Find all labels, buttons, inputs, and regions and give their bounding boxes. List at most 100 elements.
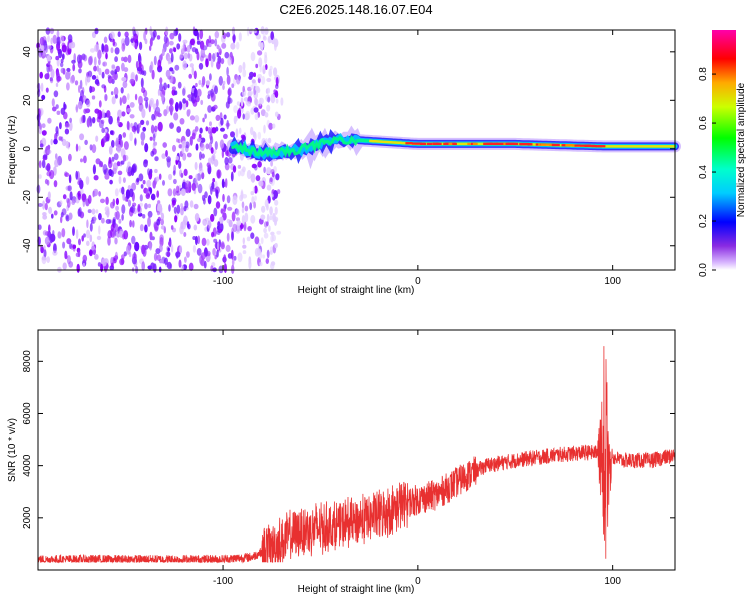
noise-blob xyxy=(69,117,72,123)
noise-blob xyxy=(201,172,205,180)
noise-blob xyxy=(109,179,113,185)
noise-blob xyxy=(144,224,148,233)
noise-blob xyxy=(270,235,274,243)
noise-blob xyxy=(79,79,83,90)
noise-blob xyxy=(232,195,238,206)
noise-blob xyxy=(158,173,162,180)
noise-blob xyxy=(173,206,177,214)
noise-blob xyxy=(131,235,136,245)
noise-blob xyxy=(270,177,273,183)
noise-blob xyxy=(39,143,44,148)
noise-blob xyxy=(274,206,278,215)
noise-blob xyxy=(260,214,266,220)
noise-blob xyxy=(238,32,242,42)
noise-blob xyxy=(43,249,47,258)
y-tick-label: 4000 xyxy=(22,454,33,477)
noise-blob xyxy=(254,97,258,106)
noise-blob xyxy=(268,225,271,232)
noise-blob xyxy=(53,138,58,145)
noise-blob xyxy=(170,225,174,230)
noise-blob xyxy=(235,75,241,85)
noise-blob xyxy=(95,158,101,165)
noise-blob xyxy=(237,252,243,263)
noise-blob xyxy=(131,182,137,191)
noise-blob xyxy=(38,160,42,169)
noise-blob xyxy=(98,213,102,221)
noise-blob xyxy=(251,196,255,204)
noise-blob xyxy=(177,81,182,89)
snr-series-line xyxy=(37,346,676,564)
noise-blob xyxy=(197,137,202,143)
noise-blob xyxy=(253,201,256,209)
noise-blob xyxy=(135,74,138,82)
noise-blob xyxy=(56,30,60,38)
noise-blob xyxy=(181,181,187,190)
noise-blob xyxy=(83,233,86,238)
noise-blob xyxy=(44,202,48,211)
noise-blob xyxy=(193,88,198,98)
noise-blob xyxy=(104,210,110,216)
noise-blob xyxy=(212,248,216,256)
noise-blob xyxy=(236,220,242,226)
noise-blob xyxy=(182,98,187,104)
snr-ylabel: SNR (10 * v/v) xyxy=(7,418,18,482)
noise-blob xyxy=(38,48,42,58)
noise-blob xyxy=(257,50,263,56)
noise-blob xyxy=(213,149,217,155)
noise-blob xyxy=(58,136,62,141)
noise-blob xyxy=(161,153,166,159)
noise-blob xyxy=(270,262,275,270)
noise-blob xyxy=(203,260,207,269)
noise-blob xyxy=(133,122,138,131)
noise-blob xyxy=(268,68,273,78)
noise-blob xyxy=(188,175,193,180)
noise-blob xyxy=(269,206,273,216)
noise-blob xyxy=(166,105,169,114)
noise-blob xyxy=(242,113,245,120)
noise-blob xyxy=(93,56,97,67)
noise-blob xyxy=(191,47,197,53)
noise-blob xyxy=(242,250,247,255)
noise-blob xyxy=(159,77,163,84)
noise-blob xyxy=(41,159,46,169)
noise-blob xyxy=(117,109,123,119)
noise-blob xyxy=(162,180,165,186)
noise-blob xyxy=(103,44,109,52)
noise-blob xyxy=(275,76,279,87)
noise-blob xyxy=(109,31,115,40)
noise-blob xyxy=(257,161,262,168)
noise-blob xyxy=(54,159,60,168)
noise-blob xyxy=(194,213,200,222)
noise-blob xyxy=(205,126,209,132)
noise-blob xyxy=(48,206,53,214)
noise-blob xyxy=(220,58,225,65)
noise-blob xyxy=(141,261,145,271)
noise-blob xyxy=(111,262,114,268)
noise-blob xyxy=(162,142,167,148)
noise-blob xyxy=(249,90,254,96)
y-tick-label: 6000 xyxy=(22,402,33,425)
noise-blob xyxy=(206,238,210,246)
noise-blob xyxy=(93,175,99,181)
noise-blob xyxy=(138,95,143,106)
noise-blob xyxy=(247,226,252,232)
noise-blob xyxy=(213,238,218,243)
noise-blob xyxy=(46,256,50,263)
noise-blob xyxy=(236,217,240,222)
noise-blob xyxy=(201,153,205,159)
noise-blob xyxy=(101,43,105,53)
noise-blob xyxy=(116,120,120,126)
noise-blob xyxy=(216,169,222,179)
noise-blob xyxy=(114,56,118,63)
noise-blob xyxy=(160,225,166,230)
noise-blob xyxy=(157,59,162,69)
noise-blob xyxy=(67,185,72,192)
noise-blob xyxy=(260,237,264,245)
noise-blob xyxy=(147,168,151,176)
noise-blob xyxy=(82,254,88,263)
noise-blob xyxy=(264,27,269,35)
noise-blob xyxy=(122,154,127,162)
noise-blob xyxy=(159,83,163,92)
noise-blob xyxy=(208,35,212,45)
noise-blob xyxy=(122,132,127,138)
